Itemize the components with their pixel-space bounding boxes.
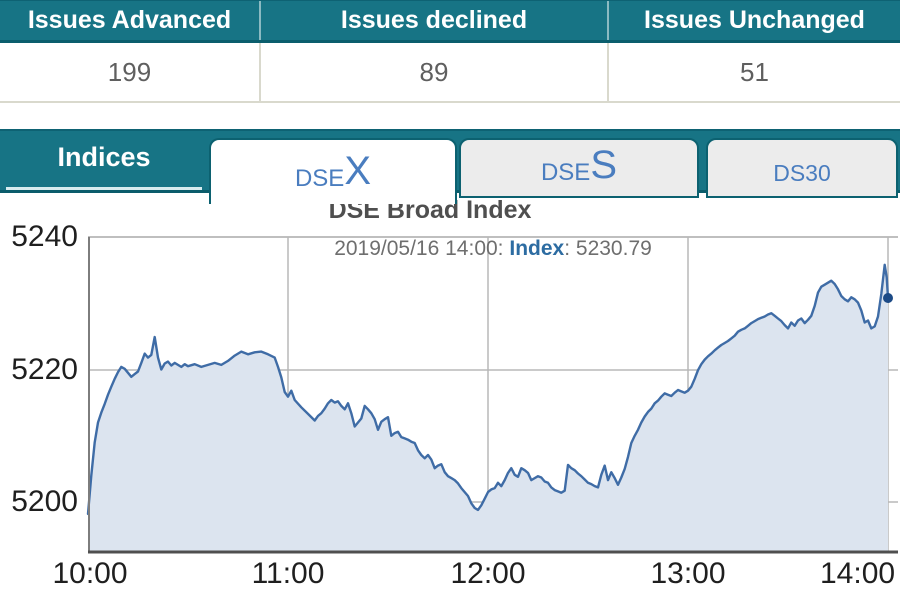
tab-dses[interactable]: DSE S bbox=[459, 138, 699, 198]
y-axis-tick-5240: 5240 bbox=[11, 220, 78, 253]
index-area-fill bbox=[88, 264, 888, 553]
issues-declined-value: 89 bbox=[419, 56, 449, 87]
tab-ds30-label: DS30 bbox=[773, 160, 831, 186]
issues-unchanged-value: 51 bbox=[740, 56, 769, 87]
tab-dsex-label-suffix: X bbox=[344, 149, 372, 193]
issues-table-value-row: 199 89 51 bbox=[0, 43, 900, 103]
annotation-datetime: 2019/05/16 14:00: bbox=[334, 237, 510, 260]
indices-underline bbox=[6, 187, 202, 190]
y-axis-tick-5200: 5200 bbox=[11, 485, 78, 518]
issues-unchanged-header-label: Issues Unchanged bbox=[644, 6, 865, 34]
x-axis-tick-14: 14:00 bbox=[820, 557, 896, 590]
chart-annotation: 2019/05/16 14:00: Index: 5230.79 bbox=[88, 237, 898, 261]
issues-advanced-value: 199 bbox=[107, 56, 152, 87]
x-axis-tick-11: 11:00 bbox=[251, 557, 325, 590]
issues-declined-cell: 89 bbox=[259, 43, 607, 101]
annotation-value: : 5230.79 bbox=[564, 237, 652, 260]
x-axis-tick-13: 13:00 bbox=[650, 557, 726, 590]
issues-advanced-cell: 199 bbox=[0, 43, 259, 101]
last-point-marker bbox=[883, 293, 893, 303]
x-axis-tick-10: 10:00 bbox=[52, 557, 128, 590]
x-axis-tick-12: 12:00 bbox=[450, 557, 526, 590]
issues-unchanged-cell: 51 bbox=[607, 43, 900, 101]
tab-dses-label-prefix: DSE bbox=[540, 159, 591, 186]
issues-declined-header-label: Issues declined bbox=[340, 6, 528, 34]
tab-dses-label-suffix: S bbox=[590, 143, 618, 187]
issues-advanced-header-label: Issues Advanced bbox=[27, 6, 232, 34]
indices-label: Indices bbox=[57, 142, 151, 172]
issues-unchanged-header: Issues Unchanged bbox=[607, 1, 900, 40]
issues-advanced-header: Issues Advanced bbox=[0, 1, 259, 40]
tab-dsex[interactable]: DSE X bbox=[209, 138, 457, 204]
index-line bbox=[86, 263, 890, 516]
issues-declined-header: Issues declined bbox=[259, 1, 607, 40]
issues-table-header-row: Issues Advanced Issues declined Issues U… bbox=[0, 0, 900, 43]
tab-dsex-label-prefix: DSE bbox=[294, 165, 345, 192]
tab-ds30[interactable]: DS30 bbox=[706, 138, 898, 198]
issues-summary-table: Issues Advanced Issues declined Issues U… bbox=[0, 0, 900, 103]
y-axis-tick-5220: 5220 bbox=[11, 353, 78, 386]
annotation-series-label: Index bbox=[509, 237, 565, 260]
